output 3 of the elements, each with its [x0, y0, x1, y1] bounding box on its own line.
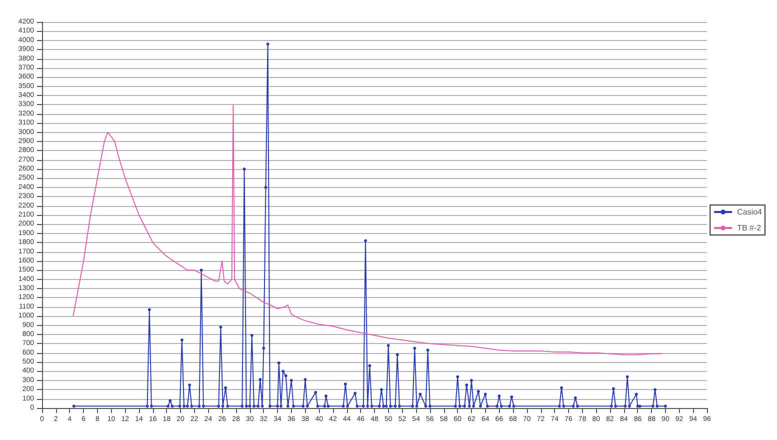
line-series — [72, 104, 662, 356]
legend-label: TB #-2 — [737, 224, 762, 232]
legend-label: Casio4 — [737, 208, 763, 216]
